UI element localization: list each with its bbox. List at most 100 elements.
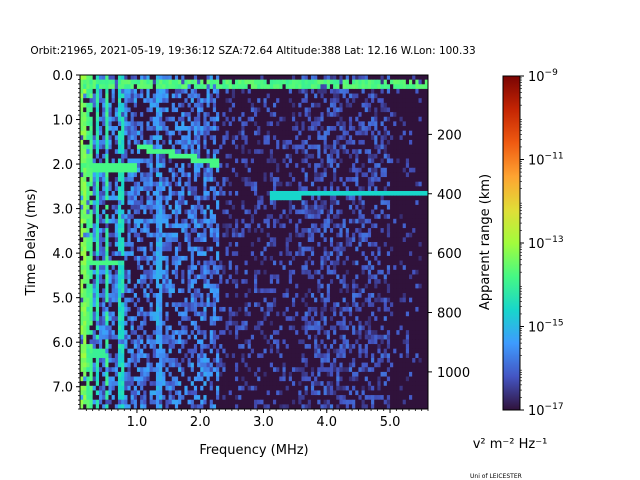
heatmap-cell xyxy=(298,158,302,164)
heatmap-cell xyxy=(301,167,306,173)
heatmap-cell xyxy=(184,135,188,141)
heatmap-cell xyxy=(162,269,166,275)
heatmap-cell xyxy=(231,102,236,108)
heatmap-cell xyxy=(393,265,397,271)
heatmap-cell xyxy=(108,260,113,266)
heatmap-cell xyxy=(358,265,362,271)
heatmap-cell xyxy=(288,209,293,215)
heatmap-cell xyxy=(111,228,116,234)
heatmap-cell xyxy=(254,98,258,104)
heatmap-cell xyxy=(152,158,157,164)
heatmap-cell xyxy=(393,242,397,248)
heatmap-cell xyxy=(98,237,103,243)
heatmap-cell xyxy=(187,200,192,206)
heatmap-cell xyxy=(329,260,334,266)
heatmap-cell xyxy=(225,232,230,238)
heatmap-cell xyxy=(314,107,318,113)
heatmap-cell xyxy=(89,279,94,285)
heatmap-cell xyxy=(200,209,204,215)
heatmap-cell xyxy=(342,79,347,85)
heatmap-cell xyxy=(184,223,188,229)
heatmap-cell xyxy=(146,130,150,136)
heatmap-cell xyxy=(402,121,407,127)
heatmap-cell xyxy=(355,242,359,248)
heatmap-cell xyxy=(222,158,226,164)
heatmap-cell xyxy=(358,88,362,94)
heatmap-cell xyxy=(263,135,268,141)
heatmap-cell xyxy=(304,274,309,280)
heatmap-cell xyxy=(282,144,287,150)
heatmap-cell xyxy=(260,260,264,266)
heatmap-cell xyxy=(288,98,293,104)
heatmap-cell xyxy=(386,223,391,229)
heatmap-cell xyxy=(155,214,160,220)
heatmap-cell xyxy=(241,200,245,206)
heatmap-cell xyxy=(174,158,179,164)
heatmap-cell xyxy=(291,102,296,108)
heatmap-cell xyxy=(155,232,160,238)
heatmap-cell xyxy=(83,237,87,243)
heatmap-cell xyxy=(320,144,324,150)
heatmap-cell xyxy=(146,98,150,104)
heatmap-cell xyxy=(209,79,214,85)
heatmap-cell xyxy=(127,167,132,173)
heatmap-cell xyxy=(228,218,233,224)
heatmap-cell xyxy=(200,84,204,90)
heatmap-cell xyxy=(279,84,283,90)
heatmap-cell xyxy=(326,246,331,252)
heatmap-cell xyxy=(181,190,185,197)
heatmap-cell xyxy=(390,163,394,169)
heatmap-cell xyxy=(254,195,258,201)
heatmap-cell xyxy=(197,139,201,145)
heatmap-cell xyxy=(222,139,226,145)
heatmap-cell xyxy=(200,232,204,238)
heatmap-cell xyxy=(244,88,249,94)
heatmap-cell xyxy=(178,121,182,127)
heatmap-cell xyxy=(238,269,242,275)
heatmap-cell xyxy=(174,265,179,271)
heatmap-cell xyxy=(165,251,169,257)
heatmap-cell xyxy=(206,274,211,280)
heatmap-cell xyxy=(399,167,404,173)
heatmap-cell xyxy=(304,209,309,215)
heatmap-cell xyxy=(288,204,293,210)
heatmap-cell xyxy=(348,177,353,183)
heatmap-cell xyxy=(415,242,419,248)
heatmap-cell xyxy=(333,246,337,252)
heatmap-cell xyxy=(108,149,113,155)
heatmap-cell xyxy=(415,195,419,201)
heatmap-cell xyxy=(178,190,182,197)
heatmap-cell xyxy=(317,130,321,136)
heatmap-cell xyxy=(222,190,226,197)
heatmap-cell xyxy=(263,209,268,215)
heatmap-cell xyxy=(326,218,331,224)
heatmap-cell xyxy=(342,116,347,122)
heatmap-cell xyxy=(386,232,391,238)
heatmap-cell xyxy=(383,214,388,220)
heatmap-cell xyxy=(83,163,87,169)
heatmap-cell xyxy=(244,218,249,224)
heatmap-cell xyxy=(314,209,318,215)
heatmap-cell xyxy=(222,93,226,99)
heatmap-cell xyxy=(352,246,356,252)
heatmap-cell xyxy=(254,149,258,155)
heatmap-cell xyxy=(260,242,264,248)
heatmap-cell xyxy=(197,218,201,224)
heatmap-cell xyxy=(371,177,375,183)
heatmap-cell xyxy=(98,186,103,192)
heatmap-cell xyxy=(212,112,217,118)
heatmap-cell xyxy=(133,75,138,81)
heatmap-cell xyxy=(250,116,255,122)
heatmap-cell xyxy=(333,121,337,127)
heatmap-cell xyxy=(92,98,97,104)
heatmap-cell xyxy=(121,283,125,289)
heatmap-cell xyxy=(298,107,302,113)
heatmap-cell xyxy=(307,274,312,280)
heatmap-cell xyxy=(377,107,381,113)
heatmap-cell xyxy=(133,149,138,155)
heatmap-cell xyxy=(421,98,426,104)
heatmap-cell xyxy=(285,107,290,113)
heatmap-cell xyxy=(339,79,343,85)
heatmap-cell xyxy=(342,218,347,224)
heatmap-cell xyxy=(412,121,416,127)
